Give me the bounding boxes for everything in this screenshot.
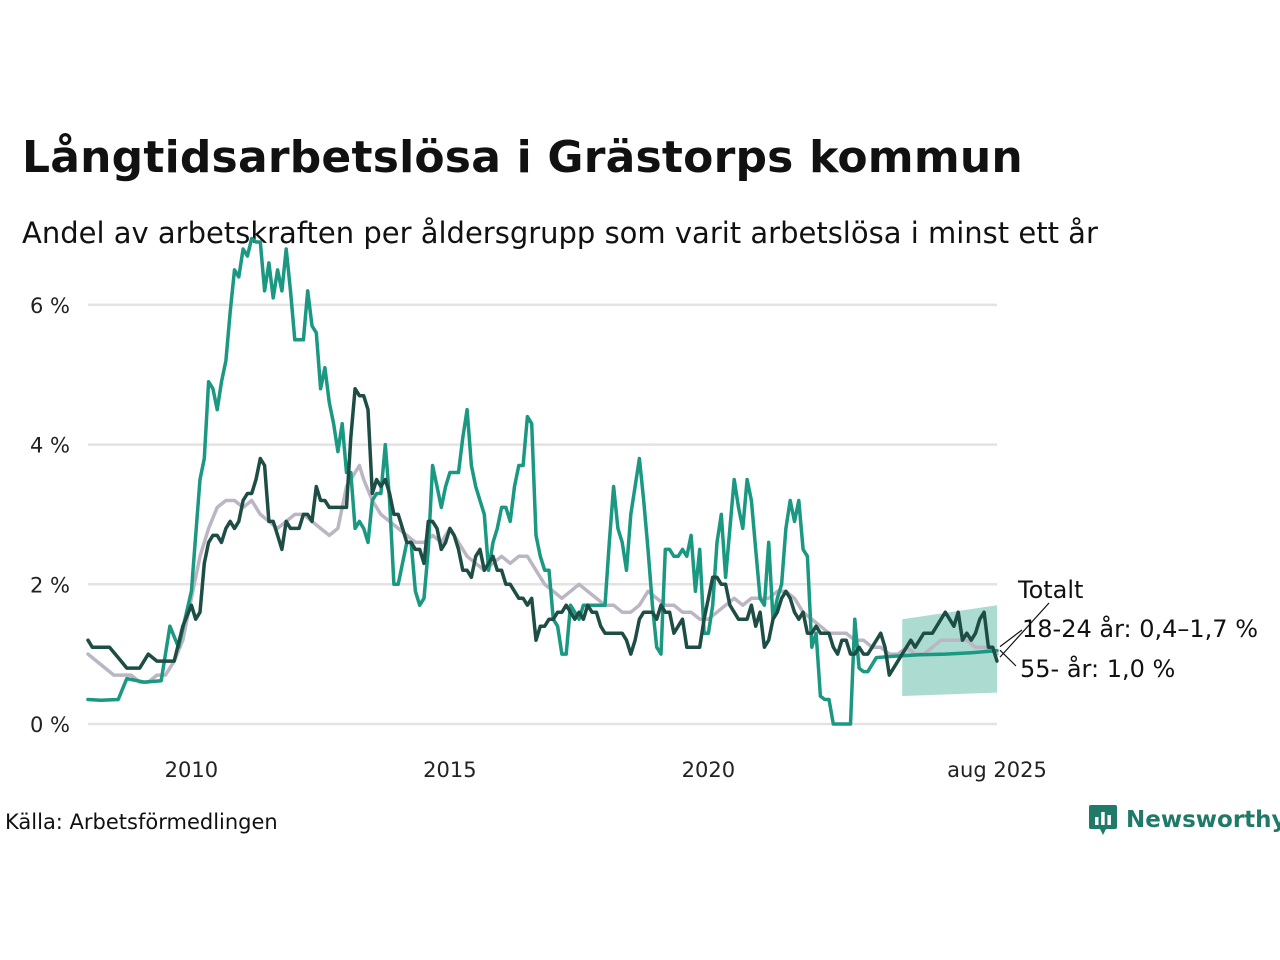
confidence-band-18-24-r [902,605,997,697]
x-tick-label: aug 2025 [947,758,1047,782]
series-line-18-24-r [86,236,999,726]
chart-subtitle: Andel av arbetskraften per åldersgrupp s… [22,216,1098,250]
leader-line-totalt [999,602,1050,658]
brand-name: Newsworthy [1126,807,1280,833]
x-tick-label: 2020 [682,758,735,782]
brand-logo: Newsworthy [1088,803,1280,837]
y-axis-ticks: 0 % 2 % 4 % 6 % [30,294,70,737]
source-note: Källa: Arbetsförmedlingen [5,810,278,834]
x-axis-ticks: 2010 2015 2020 aug 2025 [165,758,1047,782]
series-line-55-r [86,463,999,684]
series-line-totalt [86,386,999,677]
chart-title: Långtidsarbetslösa i Grästorps kommun [22,132,1023,183]
end-labels: Totalt 18-24 år: 0,4–1,7 % 55- år: 1,0 % [999,576,1258,683]
y-tick-label: 2 % [30,573,70,597]
x-tick-label: 2015 [423,758,476,782]
end-label-18-24-r: 18-24 år: 0,4–1,7 % [1022,614,1258,643]
bar-chart-badge-icon [1089,805,1117,835]
leader-line-18-24-r [999,629,1023,648]
leader-line-55-r [999,649,1017,667]
end-label-55-r: 55- år: 1,0 % [1020,654,1175,683]
y-tick-label: 4 % [30,434,70,458]
y-tick-label: 6 % [30,294,70,318]
series-lines [86,236,999,726]
forecast-band [902,605,997,697]
x-tick-label: 2010 [165,758,218,782]
y-tick-label: 0 % [30,713,70,737]
end-label-totalt: Totalt [1017,576,1083,604]
